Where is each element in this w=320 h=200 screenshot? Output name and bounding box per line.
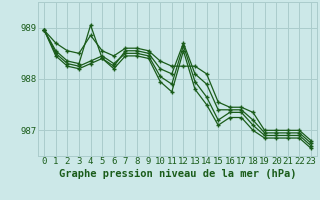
X-axis label: Graphe pression niveau de la mer (hPa): Graphe pression niveau de la mer (hPa): [59, 169, 296, 179]
